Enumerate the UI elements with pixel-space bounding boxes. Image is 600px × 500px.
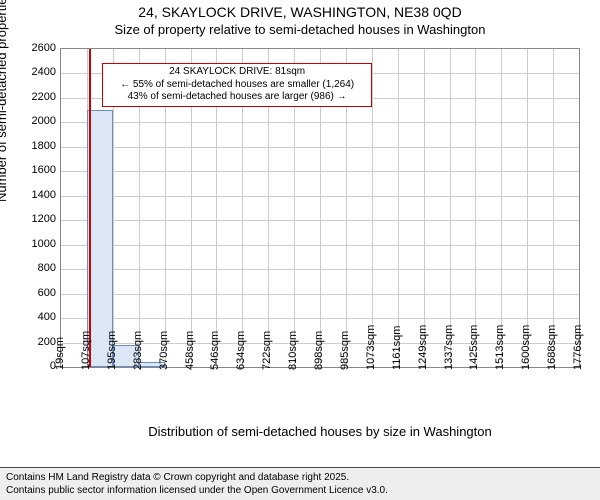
gridline-v — [475, 49, 476, 367]
y-tick-label: 800 — [6, 262, 56, 274]
y-tick-label: 600 — [6, 287, 56, 299]
y-tick-label: 1600 — [6, 164, 56, 176]
chart-area: Number of semi-detached properties 02004… — [0, 42, 600, 440]
gridline-v — [398, 49, 399, 367]
footer-line1: Contains HM Land Registry data © Crown c… — [6, 471, 594, 484]
y-tick-label: 2200 — [6, 91, 56, 103]
annotation-line1: 24 SKAYLOCK DRIVE: 81sqm — [107, 66, 366, 79]
gridline-v — [424, 49, 425, 367]
y-tick-label: 0 — [6, 360, 56, 372]
y-tick-label: 1200 — [6, 213, 56, 225]
y-tick-label: 1400 — [6, 189, 56, 201]
chart-title-line2: Size of property relative to semi-detach… — [0, 22, 600, 38]
chart-title-block: 24, SKAYLOCK DRIVE, WASHINGTON, NE38 0QD… — [0, 0, 600, 38]
subject-annotation-box: 24 SKAYLOCK DRIVE: 81sqm← 55% of semi-de… — [102, 63, 371, 107]
y-tick-label: 1000 — [6, 238, 56, 250]
gridline-v — [553, 49, 554, 367]
y-tick-label: 400 — [6, 311, 56, 323]
y-tick-label: 2400 — [6, 66, 56, 78]
annotation-line2: ← 55% of semi-detached houses are smalle… — [107, 79, 366, 92]
y-tick-label: 2600 — [6, 42, 56, 54]
annotation-line3: 43% of semi-detached houses are larger (… — [107, 91, 366, 104]
footer-attribution: Contains HM Land Registry data © Crown c… — [0, 467, 600, 500]
y-tick-label: 2000 — [6, 115, 56, 127]
plot-region: 24 SKAYLOCK DRIVE: 81sqm← 55% of semi-de… — [60, 48, 580, 368]
gridline-v — [372, 49, 373, 367]
gridline-v — [450, 49, 451, 367]
gridline-v — [501, 49, 502, 367]
x-axis-label: Distribution of semi-detached houses by … — [60, 424, 580, 439]
footer-line2: Contains public sector information licen… — [6, 484, 594, 497]
y-tick-label: 200 — [6, 336, 56, 348]
subject-marker-line — [89, 49, 91, 367]
y-tick-label: 1800 — [6, 140, 56, 152]
chart-title-line1: 24, SKAYLOCK DRIVE, WASHINGTON, NE38 0QD — [0, 4, 600, 22]
gridline-v — [527, 49, 528, 367]
